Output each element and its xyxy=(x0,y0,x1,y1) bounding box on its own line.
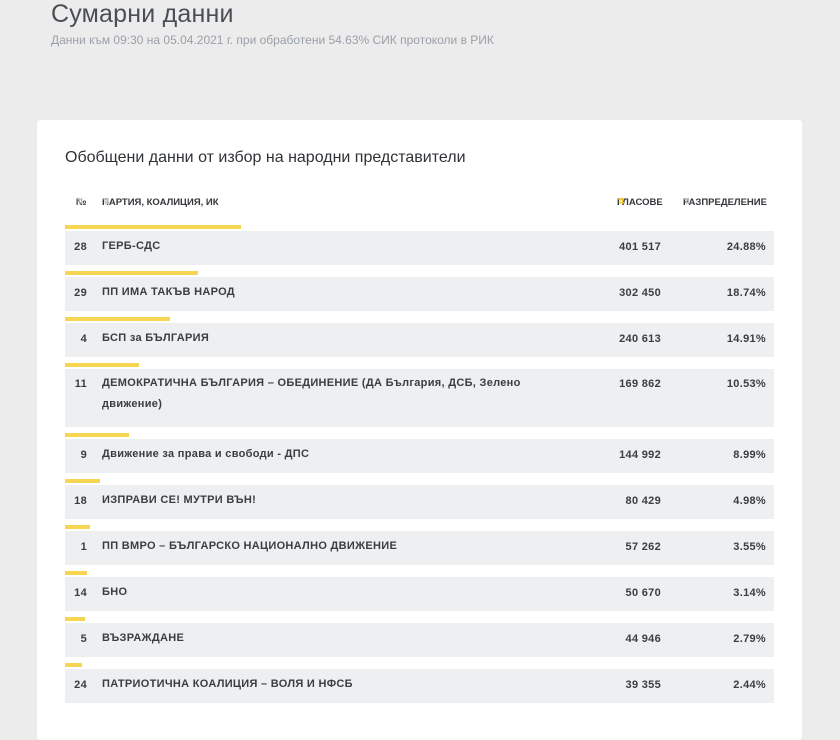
share-bar xyxy=(65,317,170,321)
row-background xyxy=(65,323,774,357)
share-bar xyxy=(65,271,198,275)
row-background xyxy=(65,439,774,473)
vote-count: 401 517 xyxy=(619,241,661,253)
share-bar xyxy=(65,363,139,367)
table-row[interactable]: 14 БНО 50 670 3.14% xyxy=(65,571,774,611)
share-bar xyxy=(65,571,87,575)
party-number: 28 xyxy=(74,241,87,253)
party-name: БСП за БЪЛГАРИЯ xyxy=(102,332,210,344)
vote-share: 10.53% xyxy=(726,378,766,390)
party-number: 4 xyxy=(80,333,87,345)
share-bar xyxy=(65,479,100,483)
party-number: 18 xyxy=(74,495,87,507)
vote-share: 14.91% xyxy=(726,333,766,345)
party-number: 29 xyxy=(74,287,87,299)
vote-count: 44 946 xyxy=(625,633,661,645)
party-number: 11 xyxy=(74,378,87,390)
vote-share: 18.74% xyxy=(726,287,766,299)
party-name: ПП ВМРО – БЪЛГАРСКО НАЦИОНАЛНО ДВИЖЕНИЕ xyxy=(102,540,398,552)
share-bar xyxy=(65,617,85,621)
results-table-body: 28 ГЕРБ-СДС 401 517 24.88% 29 ПП ИМА ТАКЪВ НА… xyxy=(65,225,774,709)
table-row[interactable]: 4 БСП за БЪЛГАРИЯ 240 613 14.91% xyxy=(65,317,774,357)
sort-active-icon[interactable]: ⇅ xyxy=(618,197,625,206)
vote-share: 24.88% xyxy=(726,241,766,253)
page-subtitle: Данни към 09:30 на 05.04.2021 г. при обр… xyxy=(51,33,494,47)
row-background xyxy=(65,369,774,427)
page-title: Сумарни данни xyxy=(51,0,234,28)
vote-count: 80 429 xyxy=(625,495,661,507)
party-number: 14 xyxy=(74,587,87,599)
vote-share: 3.14% xyxy=(733,587,766,599)
share-bar xyxy=(65,525,90,529)
party-number: 24 xyxy=(74,679,87,691)
party-number: 9 xyxy=(80,449,87,461)
vote-count: 240 613 xyxy=(619,333,661,345)
party-name: ПП ИМА ТАКЪВ НАРОД xyxy=(102,286,235,298)
vote-count: 50 670 xyxy=(625,587,661,599)
table-row[interactable]: 24 ПАТРИОТИЧНА КОАЛИЦИЯ – ВОЛЯ И НФСБ 39 3… xyxy=(65,663,774,703)
row-background xyxy=(65,531,774,565)
vote-count: 39 355 xyxy=(625,679,661,691)
vote-share: 3.55% xyxy=(733,541,766,553)
table-row[interactable]: 28 ГЕРБ-СДС 401 517 24.88% xyxy=(65,225,774,265)
table-header: № ⇅ ПАРТИЯ, КОАЛИЦИЯ, ИК ⇅ ГЛАСОВЕ ⇅ РАЗПРЕ… xyxy=(76,197,767,208)
results-card: Обобщени данни от избор на народни предс… xyxy=(37,120,802,740)
vote-count: 169 862 xyxy=(619,378,661,390)
party-name: ПАТРИОТИЧНА КОАЛИЦИЯ – ВОЛЯ И НФСБ xyxy=(102,678,353,690)
table-row[interactable]: 9 Движение за права и свободи - ДПС 144 99… xyxy=(65,433,774,473)
party-number: 5 xyxy=(80,633,87,645)
row-background xyxy=(65,277,774,311)
row-background xyxy=(65,623,774,657)
party-name: ВЪЗРАЖДАНЕ xyxy=(102,632,185,644)
party-name: Движение за права и свободи - ДПС xyxy=(102,448,310,460)
table-row[interactable]: 29 ПП ИМА ТАКЪВ НАРОД 302 450 18.74% xyxy=(65,271,774,311)
vote-share: 4.98% xyxy=(733,495,766,507)
sort-icon[interactable]: ⇅ xyxy=(103,197,110,206)
sort-icon[interactable]: ⇅ xyxy=(77,197,84,206)
card-title: Обобщени данни от избор на народни предс… xyxy=(65,149,466,166)
table-row[interactable]: 11 ДЕМОКРАТИЧНА БЪЛГАРИЯ – ОБЕДИНЕНИЕ (ДА… xyxy=(65,363,774,427)
party-name: ДЕМОКРАТИЧНА БЪЛГАРИЯ – ОБЕДИНЕНИЕ (ДА Б… xyxy=(102,377,521,410)
row-background xyxy=(65,231,774,265)
vote-count: 144 992 xyxy=(619,449,661,461)
share-bar xyxy=(65,433,129,437)
vote-share: 8.99% xyxy=(733,449,766,461)
table-row[interactable]: 1 ПП ВМРО – БЪЛГАРСКО НАЦИОНАЛНО ДВИЖЕНИЕ… xyxy=(65,525,774,565)
sort-icon[interactable]: ⇅ xyxy=(684,197,691,206)
vote-share: 2.79% xyxy=(733,633,766,645)
party-name: БНО xyxy=(102,586,128,598)
table-row[interactable]: 18 ИЗПРАВИ СЕ! МУТРИ ВЪН! 80 429 4.98% xyxy=(65,479,774,519)
vote-share: 2.44% xyxy=(733,679,766,691)
vote-count: 302 450 xyxy=(619,287,661,299)
row-background xyxy=(65,577,774,611)
row-background xyxy=(65,669,774,703)
table-row[interactable]: 5 ВЪЗРАЖДАНЕ 44 946 2.79% xyxy=(65,617,774,657)
party-number: 1 xyxy=(80,541,87,553)
share-bar xyxy=(65,663,82,667)
party-name: ИЗПРАВИ СЕ! МУТРИ ВЪН! xyxy=(102,494,257,506)
vote-count: 57 262 xyxy=(625,541,661,553)
party-name: ГЕРБ-СДС xyxy=(102,240,161,252)
row-background xyxy=(65,485,774,519)
share-bar xyxy=(65,225,241,229)
